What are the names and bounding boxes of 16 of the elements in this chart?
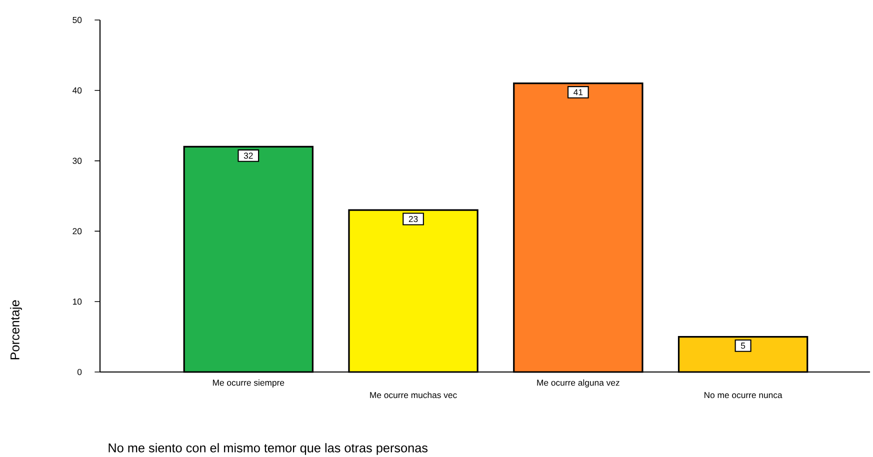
x-tick-label: No me ocurre nunca <box>704 392 782 398</box>
y-tick-label: 50 <box>72 16 82 24</box>
data-label: 32 <box>244 152 253 159</box>
data-label: 23 <box>408 216 418 222</box>
y-tick-label: 30 <box>72 158 82 164</box>
y-axis-title: Porcentaje <box>10 300 22 360</box>
y-tick-label: 0 <box>77 368 82 376</box>
x-tick-label: Me ocurre siempre <box>212 379 284 388</box>
x-axis-title: No me siento con el mismo temor que las otras personas <box>108 443 428 455</box>
data-label: 5 <box>741 342 746 349</box>
y-tick-label: 40 <box>72 87 82 94</box>
y-tick-label: 10 <box>72 298 82 305</box>
y-tick-label: 20 <box>72 228 82 234</box>
x-tick-label: Me ocurre alguna vez <box>537 379 620 388</box>
x-tick-label: Me ocurre muchas vec <box>370 392 457 398</box>
data-label: 41 <box>574 89 583 96</box>
